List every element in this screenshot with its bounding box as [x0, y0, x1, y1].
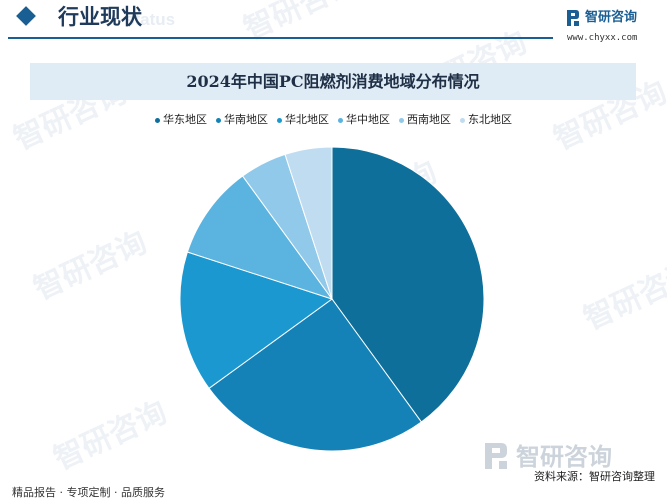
svg-text:智研咨询: 智研咨询 — [579, 255, 667, 337]
legend-swatch — [155, 117, 160, 123]
chart-title: 2024年中国PC阻燃剂消费地域分布情况 — [186, 72, 480, 91]
legend-label: 华北地区 — [285, 113, 329, 126]
legend-label: 西南地区 — [407, 113, 451, 126]
legend-label: 华南地区 — [224, 113, 268, 126]
diamond-icon — [16, 6, 36, 26]
legend-item: 华中地区 — [338, 111, 390, 129]
section-header: status 行业现状 — [0, 0, 667, 44]
legend-swatch — [338, 117, 343, 123]
legend-swatch — [216, 117, 221, 123]
footer-slogan: 精品报告 · 专项定制 · 品质服务 — [12, 486, 165, 499]
footer-brand-name: 智研咨询 — [516, 443, 612, 471]
legend-item: 西南地区 — [399, 111, 451, 129]
legend-item: 华北地区 — [277, 111, 329, 129]
chart-title-bar: 2024年中国PC阻燃剂消费地域分布情况 — [30, 63, 636, 100]
legend-swatch — [277, 117, 282, 123]
pie-chart — [179, 146, 485, 452]
section-title: 行业现状 — [58, 5, 142, 29]
pie-slice — [179, 251, 334, 390]
legend-label: 东北地区 — [468, 113, 512, 126]
legend-label: 华东地区 — [163, 113, 207, 126]
footer-brand-mark-icon — [485, 443, 507, 469]
legend-swatch — [460, 117, 465, 123]
watermark-mark: 智研咨询 — [579, 255, 667, 337]
footer-brand-logo: 智研咨询 — [485, 443, 612, 471]
brand-name: 智研咨询 — [585, 10, 638, 25]
pie-slice — [208, 298, 423, 452]
legend-label: 华中地区 — [346, 113, 390, 126]
brand-mark-icon — [567, 10, 579, 26]
svg-text:智研咨询: 智研咨询 — [29, 225, 153, 307]
pie-slice — [284, 146, 333, 300]
pie-slice — [186, 175, 334, 300]
header-ghost-text: status — [125, 10, 176, 29]
brand-url: www.chyxx.com — [567, 33, 638, 43]
data-source: 资料来源：智研咨询整理 — [534, 470, 655, 483]
legend-item: 华东地区 — [155, 111, 207, 129]
legend-item: 东北地区 — [460, 111, 512, 129]
svg-text:智研咨询: 智研咨询 — [49, 395, 173, 477]
brand-logo: 智研咨询 www.chyxx.com — [565, 8, 661, 44]
legend-item: 华南地区 — [216, 111, 268, 129]
legend-swatch — [399, 117, 404, 123]
header-divider — [8, 37, 553, 39]
watermark-mark: 智研咨询 — [29, 225, 153, 307]
pie-slice — [331, 146, 485, 423]
chart-legend: 华东地区 华南地区 华北地区 华中地区 西南地区 东北地区 — [0, 111, 667, 129]
watermark-mark: 智研咨询 — [49, 395, 173, 477]
